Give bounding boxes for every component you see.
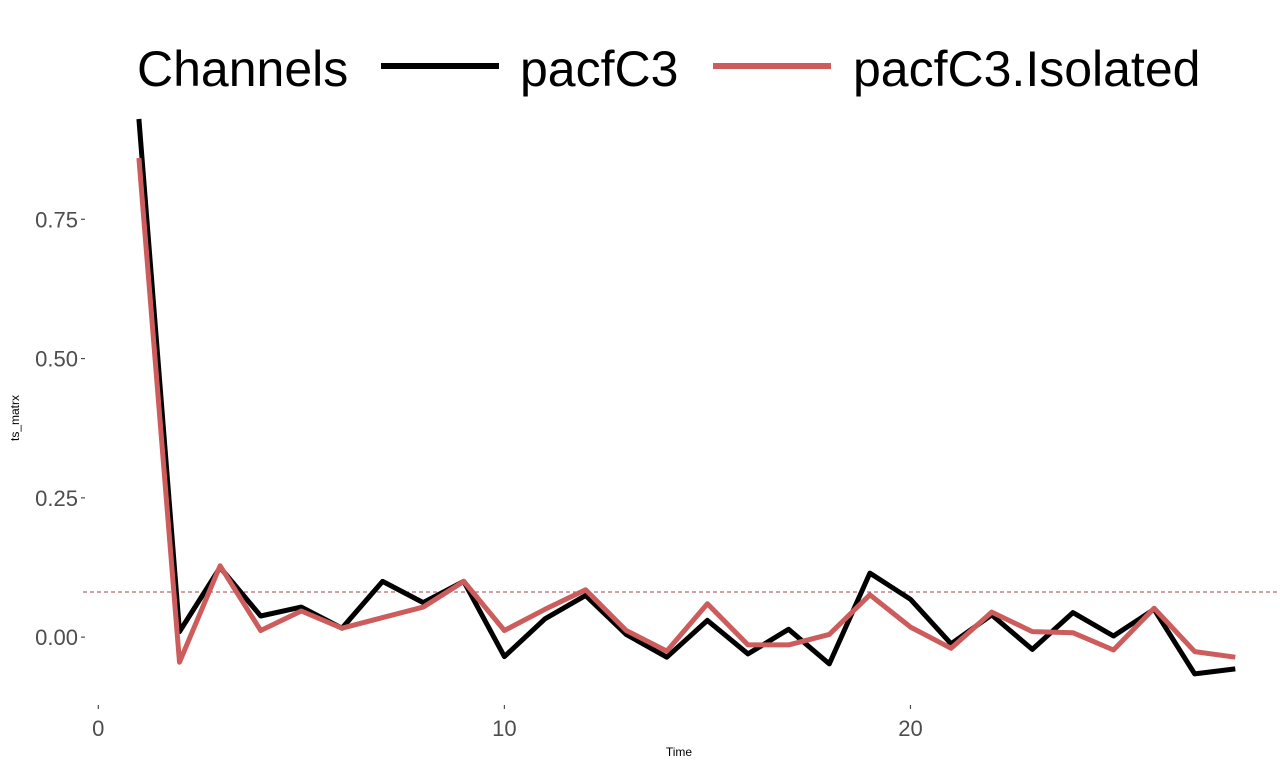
y-tick-label: 0.50 [35, 347, 78, 372]
x-axis: 0 10 20 [92, 705, 923, 741]
legend-label-pacfC3-isolated: pacfC3.Isolated [853, 41, 1200, 97]
y-tick-label: 0.25 [35, 486, 78, 511]
legend: Channels pacfC3 pacfC3.Isolated [137, 41, 1200, 97]
series-line-pacfC3 [136, 118, 1236, 677]
x-tick-label: 10 [492, 716, 516, 741]
y-tick-label: 0.75 [35, 207, 78, 232]
series-layer [136, 118, 1236, 677]
x-tick-label: 0 [92, 716, 104, 741]
legend-label-pacfC3: pacfC3 [520, 41, 678, 97]
series-line-pacfC3-isolated [136, 157, 1236, 665]
y-axis: 0.00 0.25 0.50 0.75 [35, 207, 85, 650]
y-axis-title: ts_matrx [8, 395, 22, 441]
x-tick-label: 20 [898, 716, 922, 741]
legend-title: Channels [137, 41, 348, 97]
x-axis-title: Time [666, 745, 693, 759]
y-tick-label: 0.00 [35, 625, 78, 650]
